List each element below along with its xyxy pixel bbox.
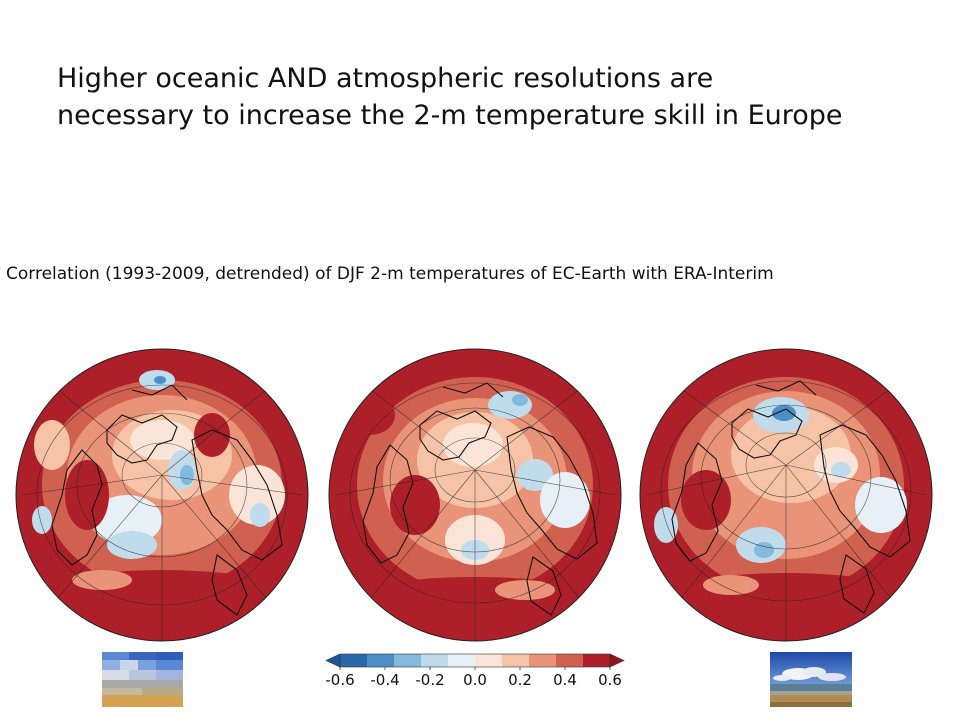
slide-title: Higher oceanic AND atmospheric resolutio… xyxy=(57,60,937,134)
colorbar-tick-label: 0.0 xyxy=(463,671,487,689)
colorbar: -0.6 -0.4 -0.2 0.0 0.2 0.4 0.6 xyxy=(325,653,625,689)
beach-thumbnail-high-res xyxy=(770,652,852,707)
colorbar-segment xyxy=(448,654,476,667)
colorbar-segments xyxy=(325,653,625,668)
title-line-1: Higher oceanic AND atmospheric resolutio… xyxy=(57,63,714,94)
beach-thumbnail-low-res xyxy=(102,652,183,707)
colorbar-segment xyxy=(475,654,503,667)
title-line-2: necessary to increase the 2-m temperatur… xyxy=(57,100,843,131)
colorbar-segment xyxy=(421,654,449,667)
colorbar-segment xyxy=(394,654,422,667)
colorbar-ticks: -0.6 -0.4 -0.2 0.0 0.2 0.4 0.6 xyxy=(325,667,622,689)
colorbar-segment xyxy=(340,654,368,667)
colorbar-extend-min xyxy=(325,653,341,668)
colorbar-tick-label: -0.4 xyxy=(370,671,399,689)
correlation-map-3 xyxy=(639,348,933,642)
colorbar-segment xyxy=(502,654,530,667)
correlation-map-1 xyxy=(15,348,309,642)
colorbar-tick-label: 0.2 xyxy=(508,671,532,689)
correlation-map-2 xyxy=(328,348,622,642)
colorbar-tick-label: -0.6 xyxy=(325,671,354,689)
colorbar-segment xyxy=(529,654,557,667)
figure-caption: Correlation (1993-2009, detrended) of DJ… xyxy=(6,264,774,284)
colorbar-extend-max xyxy=(609,653,625,668)
colorbar-segment xyxy=(367,654,395,667)
colorbar-segment xyxy=(556,654,584,667)
colorbar-tick-label: 0.4 xyxy=(553,671,577,689)
colorbar-tick-label: -0.2 xyxy=(415,671,444,689)
colorbar-tick-label: 0.6 xyxy=(598,671,622,689)
colorbar-segment xyxy=(583,654,611,667)
